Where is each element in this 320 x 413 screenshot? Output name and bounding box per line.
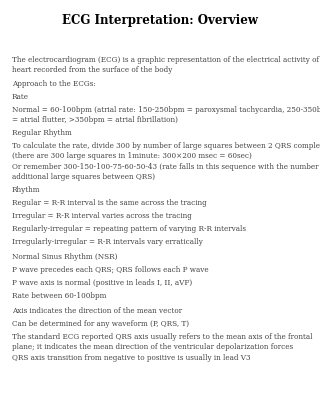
Text: Rate: Rate <box>12 93 29 101</box>
Text: Regularly-irregular = repeating pattern of varying R-R intervals: Regularly-irregular = repeating pattern … <box>12 224 246 233</box>
Text: Can be determined for any waveform (P, QRS, T): Can be determined for any waveform (P, Q… <box>12 319 189 327</box>
Text: The electrocardiogram (ECG) is a graphic representation of the electrical activi: The electrocardiogram (ECG) is a graphic… <box>12 56 320 74</box>
Text: The standard ECG reported QRS axis usually refers to the mean axis of the fronta: The standard ECG reported QRS axis usual… <box>12 332 313 350</box>
Text: Regular = R-R interval is the same across the tracing: Regular = R-R interval is the same acros… <box>12 199 207 206</box>
Text: Irregularly-irregular = R-R intervals vary erratically: Irregularly-irregular = R-R intervals va… <box>12 237 203 245</box>
Text: Axis indicates the direction of the mean vector: Axis indicates the direction of the mean… <box>12 306 182 314</box>
Text: P wave axis is normal (positive in leads I, II, aVF): P wave axis is normal (positive in leads… <box>12 278 192 286</box>
Text: ECG Interpretation: Overview: ECG Interpretation: Overview <box>62 14 258 27</box>
Text: To calculate the rate, divide 300 by number of large squares between 2 QRS compl: To calculate the rate, divide 300 by num… <box>12 142 320 160</box>
Text: Rhythm: Rhythm <box>12 185 41 194</box>
Text: Approach to the ECGs:: Approach to the ECGs: <box>12 80 96 88</box>
Text: Rate between 60-100bpm: Rate between 60-100bpm <box>12 291 106 299</box>
Text: QRS axis transition from negative to positive is usually in lead V3: QRS axis transition from negative to pos… <box>12 353 251 361</box>
Text: Regular Rhythm: Regular Rhythm <box>12 129 72 137</box>
Text: P wave precedes each QRS; QRS follows each P wave: P wave precedes each QRS; QRS follows ea… <box>12 266 209 273</box>
Text: Or remember 300-150-100-75-60-50-43 (rate falls in this sequence with the number: Or remember 300-150-100-75-60-50-43 (rat… <box>12 163 320 180</box>
Text: Irregular = R-R interval varies across the tracing: Irregular = R-R interval varies across t… <box>12 211 192 219</box>
Text: Normal Sinus Rhythm (NSR): Normal Sinus Rhythm (NSR) <box>12 252 117 260</box>
Text: Normal = 60-100bpm (atrial rate: 150-250bpm = paroxysmal tachycardia, 250-350bpm: Normal = 60-100bpm (atrial rate: 150-250… <box>12 106 320 124</box>
